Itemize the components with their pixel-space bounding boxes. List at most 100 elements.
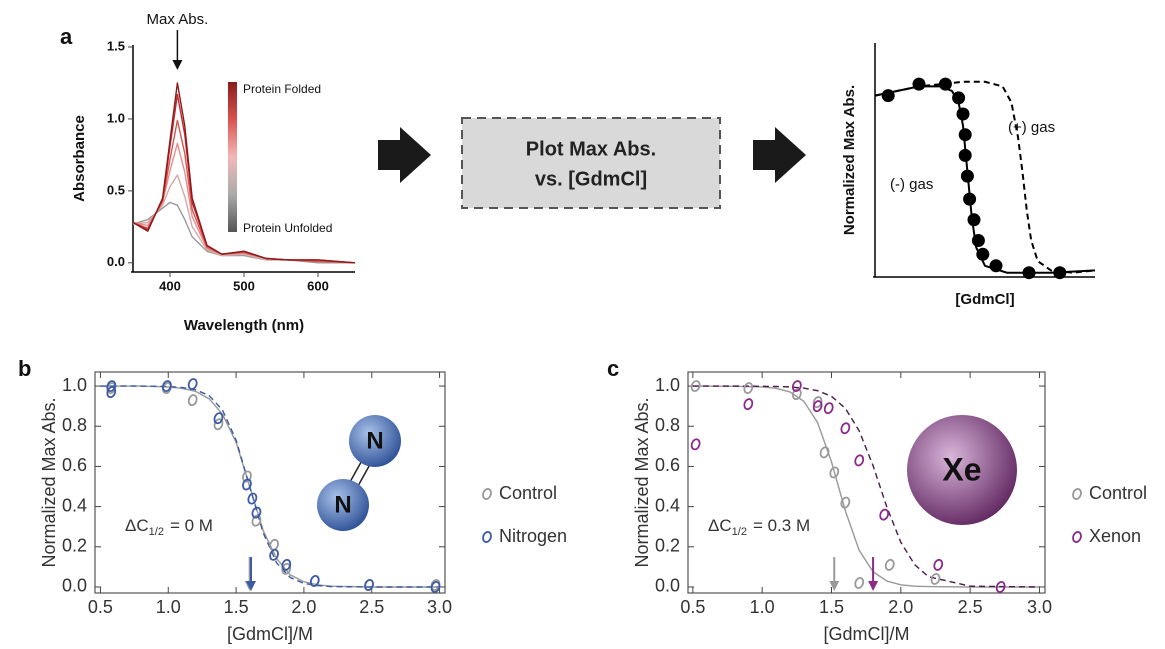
data-point (854, 454, 865, 467)
y-tick-label: 0.0 (107, 254, 125, 269)
delta-annotation: ΔC1/2 = 0 M (125, 516, 213, 537)
legend-label: Control (1089, 483, 1147, 503)
y-axis-label: Normalized Max Abs. (841, 85, 858, 235)
y-tick-label: 1.0 (107, 110, 125, 125)
y-tick-label: 0.0 (655, 576, 680, 596)
data-point (269, 548, 279, 561)
process-box (461, 117, 721, 209)
legend-label: Control (499, 483, 557, 503)
data-point (879, 508, 890, 521)
data-point (989, 259, 1003, 273)
y-tick-label: 0.2 (655, 536, 680, 556)
y-tick-label: 0.2 (62, 536, 87, 556)
delta-subscript: 1/2 (732, 526, 747, 538)
data-point (976, 247, 990, 261)
data-point (1053, 266, 1067, 280)
x-tick-label: 1.0 (156, 597, 181, 617)
spectrum-line (132, 142, 356, 264)
atom-label: N (334, 491, 351, 518)
y-tick-label: 0.6 (62, 455, 87, 475)
x-tick-label: 2.5 (359, 597, 384, 617)
atom (349, 415, 401, 467)
panel-label: c (607, 356, 619, 381)
plot-frame (94, 371, 446, 594)
data-point (884, 558, 895, 571)
y-tick-label: 0.4 (62, 495, 87, 515)
data-point (971, 234, 985, 247)
y-tick-label: 0.4 (655, 495, 680, 515)
data-point (930, 572, 941, 585)
data-point (956, 107, 970, 121)
y-tick-label: 1.5 (107, 38, 125, 53)
x-tick-label: 3.0 (427, 597, 452, 617)
data-point (269, 538, 279, 551)
x-tick-label: 1.5 (819, 597, 844, 617)
colorbar (228, 82, 237, 232)
curve-label: (-) gas (890, 176, 933, 193)
curve-label: (+) gas (1008, 119, 1055, 136)
chart-panel: 0.0 0.5 1.0 1.5 400 500 600 Wavelength (nm) Abso… (60, 11, 356, 334)
y-axis-label: Normalized Max Abs. (632, 397, 652, 567)
data-point (690, 438, 701, 451)
data-point (162, 380, 172, 393)
fit-curve (692, 385, 1040, 588)
y-axis-label: Absorbance (71, 115, 88, 202)
delta-value: = 0.3 M (753, 516, 810, 535)
legend-marker (482, 488, 492, 500)
colorbar-label: Protein Unfolded (243, 221, 332, 235)
peak-arrow-head (172, 60, 183, 70)
midpoint-arrow-head (868, 581, 879, 591)
midpoint-arrow-head (246, 581, 257, 591)
x-tick-label: 3.0 (1027, 597, 1052, 617)
data-point (791, 380, 802, 393)
peak-annotation: Max Abs. (147, 11, 209, 28)
x-tick-label: 2.0 (888, 597, 913, 617)
data-point (854, 576, 865, 589)
data-point (938, 77, 952, 91)
plot-frame (687, 371, 1046, 594)
data-point (247, 492, 258, 505)
data-point (364, 579, 374, 591)
midpoint-arrow-head (829, 581, 840, 591)
data-point (743, 382, 754, 395)
x-tick-label: 0.5 (680, 597, 705, 617)
data-point (106, 380, 117, 393)
data-point (829, 466, 840, 479)
chart-panel: [GdmCl] Normalized Max Abs. (-) gas (+) gas (841, 43, 1096, 308)
panel-label: b (18, 356, 31, 381)
x-tick-label: 1.0 (750, 597, 775, 617)
data-point (743, 398, 754, 411)
y-axis-label: Normalized Max Abs. (39, 397, 59, 567)
x-axis-label: [GdmCl]/M (227, 624, 313, 644)
data-point (958, 128, 972, 142)
data-point (933, 558, 944, 571)
atom-label: Xe (942, 451, 981, 487)
data-point (251, 506, 262, 519)
data-point (912, 77, 926, 91)
data-point (430, 581, 441, 593)
data-point (840, 422, 851, 435)
fit-curve (874, 80, 1096, 274)
data-point (840, 496, 851, 509)
x-tick-label: 0.5 (88, 597, 113, 617)
y-tick-label: 0.8 (62, 415, 87, 435)
chart-panel: 0.0 0.2 0.4 0.6 0.8 1.0 0.5 1.0 1.5 2.0 2.5 3.0 [Gdm… (18, 356, 567, 644)
legend-label: Nitrogen (499, 526, 567, 546)
data-point (281, 558, 292, 571)
process-text: vs. [GdmCl] (535, 168, 647, 190)
atom-label: N (366, 427, 383, 454)
x-axis-label: [GdmCl] (955, 291, 1014, 308)
data-point (881, 89, 895, 103)
data-point (952, 91, 966, 105)
colorbar-label: Protein Folded (243, 82, 321, 96)
data-point (819, 446, 830, 459)
legend-label: Xenon (1089, 526, 1141, 546)
x-tick-label: 600 (307, 278, 329, 293)
y-tick-label: 1.0 (655, 375, 680, 395)
delta-annotation: ΔC1/2 = 0.3 M (708, 516, 810, 537)
x-tick-label: 500 (233, 278, 255, 293)
data-point (309, 574, 320, 587)
data-point (812, 400, 823, 413)
legend-marker (482, 531, 492, 543)
